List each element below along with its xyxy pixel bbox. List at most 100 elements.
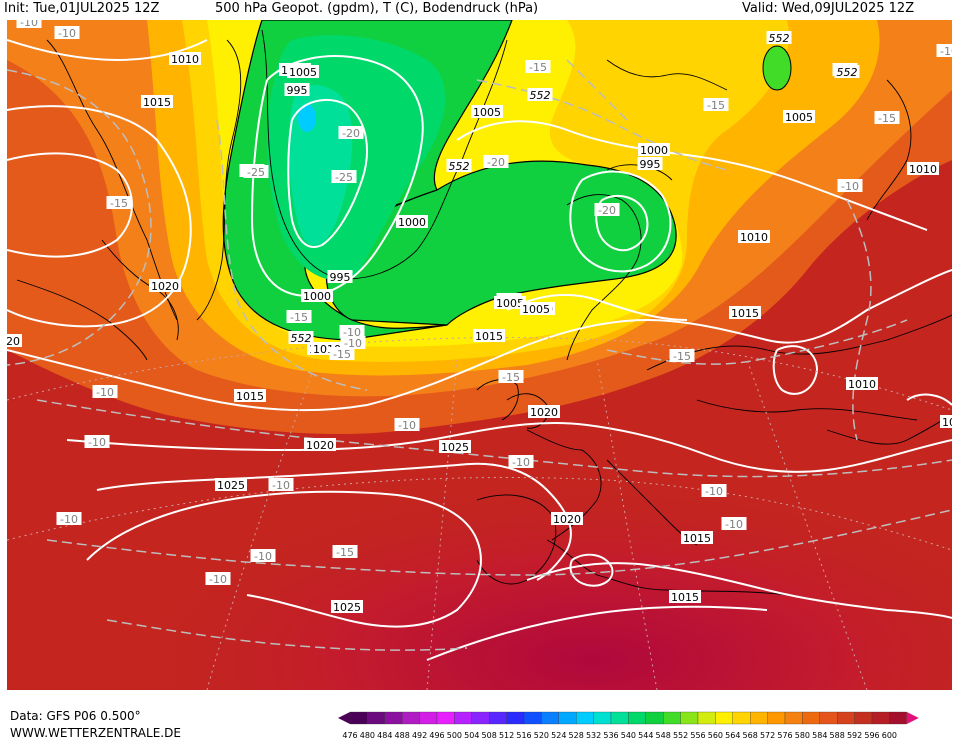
legend-swatch xyxy=(593,711,612,725)
legend-tick-label: 536 xyxy=(603,731,618,740)
isotherm-label-bg xyxy=(483,155,509,168)
isotherm-label-bg xyxy=(338,126,364,139)
legend-bar xyxy=(338,711,919,725)
isotherm-label: -15 xyxy=(707,99,725,112)
legend-tick-label: 592 xyxy=(847,731,862,740)
isobar-label-bg xyxy=(520,302,552,315)
isotherm-label-bg xyxy=(106,196,132,209)
legend-swatch xyxy=(489,711,507,725)
data-source: Data: GFS P06 0.500° xyxy=(10,709,141,723)
legend-tick-label: 476 xyxy=(342,731,357,740)
isotherm-label: -10 xyxy=(725,518,743,531)
legend-tick-label: 588 xyxy=(830,731,845,740)
legend-swatch xyxy=(732,711,751,725)
legend-tick-label: 584 xyxy=(812,731,827,740)
legend-tick-label: 548 xyxy=(656,731,671,740)
isobar-label-bg xyxy=(284,83,310,96)
legend-swatch xyxy=(367,711,385,725)
isotherm-label-bg xyxy=(332,545,358,558)
website-label: WWW.WETTERZENTRALE.DE xyxy=(10,726,181,740)
isotherm-label-bg xyxy=(286,310,312,323)
legend-swatch xyxy=(471,711,490,725)
geopotential-label: 552 xyxy=(530,89,551,102)
isobar-label: 1015 xyxy=(475,330,503,343)
geopotential-label: 552 xyxy=(291,332,312,345)
isotherm-label: -15 xyxy=(529,61,547,74)
isobar-label-bg xyxy=(439,440,471,453)
geopotential-label-bg xyxy=(288,331,314,344)
isotherm-label-bg xyxy=(525,60,551,73)
legend-swatch xyxy=(541,711,559,725)
isobar-label-bg xyxy=(846,377,878,390)
legend-arrow-left xyxy=(338,712,350,724)
isobar-label-bg xyxy=(494,296,526,309)
isobar-label-bg xyxy=(287,65,319,78)
legend-tick-label: 556 xyxy=(690,731,705,740)
isotherm-label: -10 xyxy=(96,386,114,399)
isobar-label-bg xyxy=(327,270,353,283)
isobar-label-bg xyxy=(169,52,201,65)
isobar-label: 1000 xyxy=(303,290,331,303)
legend-tick-label: 496 xyxy=(429,731,444,740)
legend-swatch xyxy=(419,711,438,725)
isobar-label: 1005 xyxy=(473,106,501,119)
isotherm-label: -20 xyxy=(487,156,505,169)
isotherm-label-bg xyxy=(250,549,276,562)
legend-swatch xyxy=(645,711,664,725)
legend-tick-label: 560 xyxy=(708,731,723,740)
isotherm-label: -10 xyxy=(841,180,859,193)
legend-swatch xyxy=(802,711,820,725)
isotherm-label-bg xyxy=(394,418,420,431)
isobar-label-bg xyxy=(301,289,333,302)
legend-swatch xyxy=(610,711,629,725)
isotherm-label: -10 xyxy=(512,456,530,469)
trough-min-blue xyxy=(298,104,316,132)
map-labels: 5525525525525525525521010101510202010009… xyxy=(7,20,952,614)
isobar-label-bg xyxy=(637,157,663,170)
isotherm-label-bg xyxy=(54,26,80,39)
isobar-label: 1025 xyxy=(333,601,361,614)
isotherm-label: -10 xyxy=(254,550,272,563)
isobar-label-bg xyxy=(528,405,560,418)
isotherm-label-bg xyxy=(340,336,366,349)
isotherm-label-bg xyxy=(936,44,952,57)
weather-map: 5525525525525525525521010101510202010009… xyxy=(7,20,952,690)
map-title: 500 hPa Geopot. (gpdm), T (C), Bodendruc… xyxy=(215,1,539,16)
isobar-label: 10 xyxy=(942,416,952,429)
legend-swatch xyxy=(384,711,403,725)
color-legend: 476 480 484 488 492 496 500 504 508 512 516 520 524 5… xyxy=(338,711,919,740)
isobar-label: 1010 xyxy=(171,53,199,66)
isobar-label: 1015 xyxy=(671,591,699,604)
isotherm-label: -15 xyxy=(502,371,520,384)
isobar-label-bg xyxy=(783,110,815,123)
isotherm-label-bg xyxy=(703,98,729,111)
legend-tick-label: 572 xyxy=(760,731,775,740)
legend-swatch xyxy=(558,711,577,725)
isobar-label: 1005 xyxy=(522,303,550,316)
isobar-label-bg xyxy=(396,215,428,228)
isotherm-label-bg xyxy=(837,179,863,192)
legend-tick-label: 532 xyxy=(586,731,601,740)
legend-swatch xyxy=(576,711,594,725)
isobar-label-bg xyxy=(551,512,583,525)
isotherm-label-bg xyxy=(243,165,269,178)
isotherm-label: -25 xyxy=(247,166,265,179)
legend-tick-label: 484 xyxy=(377,731,392,740)
isotherm-label: -10 xyxy=(58,27,76,40)
legend-tick-label: 580 xyxy=(795,731,810,740)
legend-tick-label: 524 xyxy=(551,731,566,740)
isotherm-label: -10 xyxy=(344,337,362,350)
isotherm-label: -25 xyxy=(335,171,353,184)
isobar-label: 1020 xyxy=(306,439,334,452)
geopotential-label-bg xyxy=(446,159,472,172)
isotherm-label-bg xyxy=(329,347,355,360)
isotherm-label: -10 xyxy=(20,20,38,29)
geopotential-label: 552 xyxy=(837,66,858,79)
isotherm-label-bg xyxy=(701,484,727,497)
isotherm-label: -10 xyxy=(88,436,106,449)
geopotential-label-bg xyxy=(766,31,792,44)
legend-swatch xyxy=(784,711,803,725)
isobar-label-bg xyxy=(940,415,952,428)
legend-swatch xyxy=(454,711,472,725)
isotherm-label: -10 xyxy=(209,573,227,586)
